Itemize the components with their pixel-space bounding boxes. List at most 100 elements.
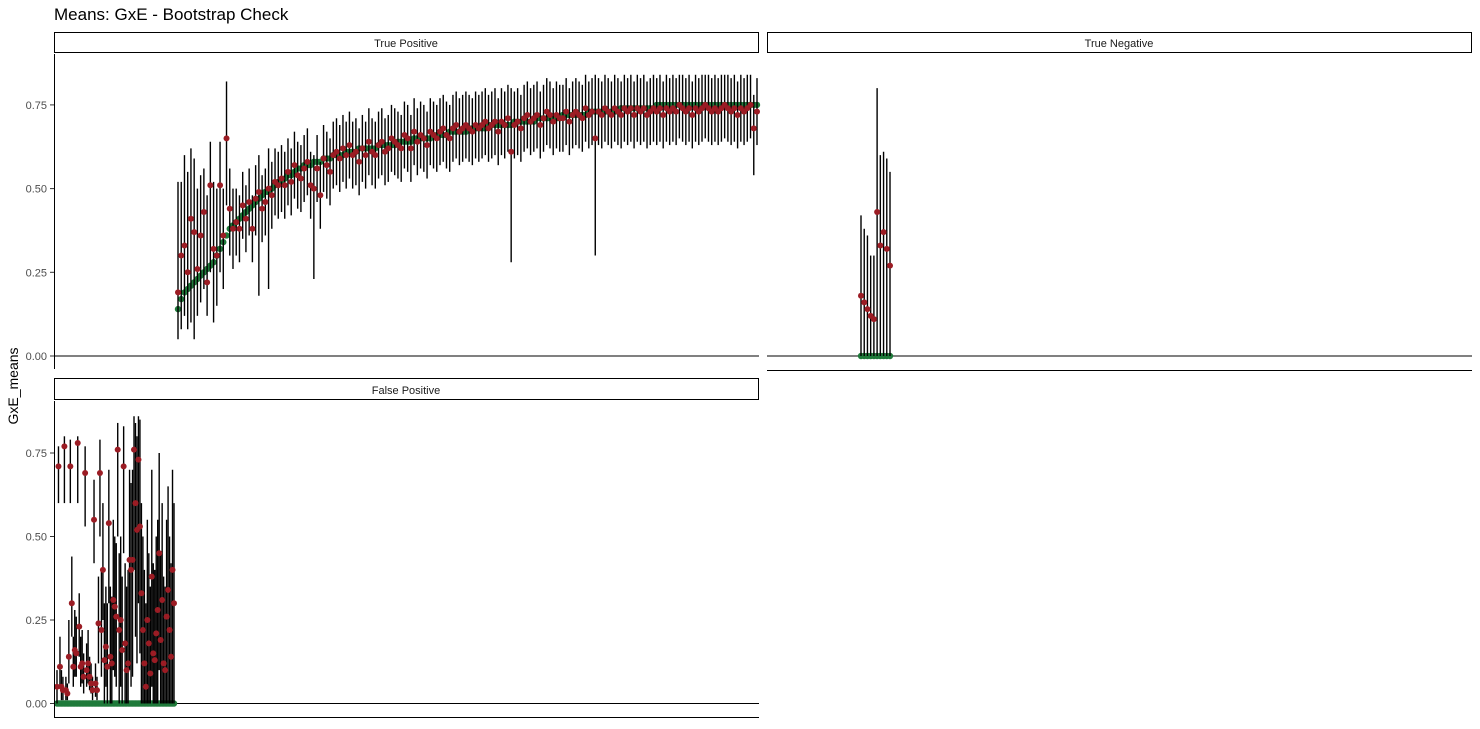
estimate-point: [343, 152, 350, 159]
estimate-point: [217, 182, 224, 189]
estimate-point: [132, 500, 139, 507]
estimate-point: [83, 667, 90, 674]
estimate-point: [86, 673, 93, 680]
estimate-point: [582, 105, 589, 112]
estimate-point: [579, 115, 586, 122]
estimate-point: [148, 573, 155, 580]
estimate-point: [660, 111, 667, 118]
estimate-point: [346, 142, 353, 149]
estimate-point: [640, 105, 647, 112]
estimate-point: [236, 225, 243, 232]
estimate-point: [246, 198, 253, 205]
estimate-point: [627, 105, 634, 112]
estimate-point: [64, 690, 71, 697]
estimate-point: [864, 306, 871, 313]
estimate-point: [877, 242, 884, 249]
estimate-point: [689, 111, 696, 118]
y-tick-label: 0.25: [26, 267, 47, 279]
estimate-point: [128, 566, 135, 573]
estimate-point: [200, 209, 207, 216]
y-tick-label: 0.75: [26, 448, 47, 460]
estimate-point: [108, 660, 115, 667]
estimate-point: [169, 566, 176, 573]
estimate-point: [673, 108, 680, 115]
estimate-point: [356, 158, 363, 165]
estimate-point: [550, 118, 557, 125]
estimate-point: [154, 606, 161, 613]
estimate-point: [278, 175, 285, 182]
estimate-point: [249, 225, 256, 232]
estimate-point: [138, 590, 145, 597]
panel-true-negative: True Negative: [767, 32, 1472, 371]
estimate-point: [883, 245, 890, 252]
estimate-point: [446, 135, 453, 142]
estimate-point: [359, 145, 366, 152]
estimate-point: [156, 550, 163, 557]
estimate-point: [281, 182, 288, 189]
estimate-point: [151, 657, 158, 664]
estimate-point: [95, 620, 102, 627]
estimate-point: [142, 683, 149, 690]
estimate-point: [440, 125, 447, 132]
estimate-point: [631, 111, 638, 118]
estimate-point: [242, 215, 249, 222]
estimate-point: [114, 446, 121, 453]
estimate-point: [534, 111, 541, 118]
strip-label-false-positive: False Positive: [372, 385, 440, 397]
estimate-point: [210, 245, 217, 252]
plot-area-true-negative: [767, 88, 1472, 360]
estimate-point: [85, 660, 92, 667]
y-axis-title: GxE_means: [5, 347, 21, 424]
estimate-point: [101, 657, 108, 664]
estimate-point: [79, 660, 86, 667]
estimate-point: [598, 111, 605, 118]
estimate-point: [754, 108, 760, 115]
estimate-point: [105, 520, 112, 527]
estimate-point: [65, 653, 72, 660]
estimate-point: [385, 145, 392, 152]
estimate-point: [870, 316, 877, 323]
estimate-point: [145, 640, 152, 647]
estimate-point: [89, 687, 96, 694]
estimate-point: [608, 111, 615, 118]
estimate-point: [73, 650, 80, 657]
estimate-point: [304, 158, 311, 165]
estimate-point: [80, 673, 87, 680]
estimate-point: [166, 627, 173, 634]
estimate-point: [362, 152, 369, 159]
estimate-point: [747, 101, 754, 108]
estimate-point: [55, 463, 62, 470]
chart-title: Means: GxE - Bootstrap Check: [54, 5, 289, 24]
estimate-point: [750, 125, 757, 132]
estimate-point: [207, 182, 214, 189]
estimate-point: [491, 118, 498, 125]
strip-true-positive: [54, 32, 759, 53]
estimate-point: [131, 446, 138, 453]
estimate-point: [420, 135, 427, 142]
estimate-point: [129, 556, 136, 563]
estimate-point: [310, 185, 317, 192]
estimate-point: [160, 660, 167, 667]
estimate-point: [56, 663, 63, 670]
estimate-point: [147, 670, 154, 677]
estimate-point: [731, 105, 738, 112]
estimate-point: [365, 138, 372, 145]
estimate-point: [136, 523, 143, 530]
estimate-point: [301, 165, 308, 172]
strip-label-true-negative: True Negative: [1085, 38, 1154, 50]
estimate-point: [220, 232, 227, 239]
estimate-point: [291, 162, 298, 169]
estimate-point: [102, 643, 109, 650]
estimate-point: [82, 470, 89, 477]
estimate-point: [327, 168, 334, 175]
estimate-point: [314, 165, 321, 172]
estimate-point: [213, 252, 220, 259]
estimate-point: [618, 111, 625, 118]
estimate-point: [54, 683, 60, 690]
estimate-point: [537, 121, 544, 128]
estimate-point: [168, 653, 175, 660]
estimate-point: [524, 111, 531, 118]
estimate-point: [159, 596, 166, 603]
estimate-point: [117, 617, 124, 623]
